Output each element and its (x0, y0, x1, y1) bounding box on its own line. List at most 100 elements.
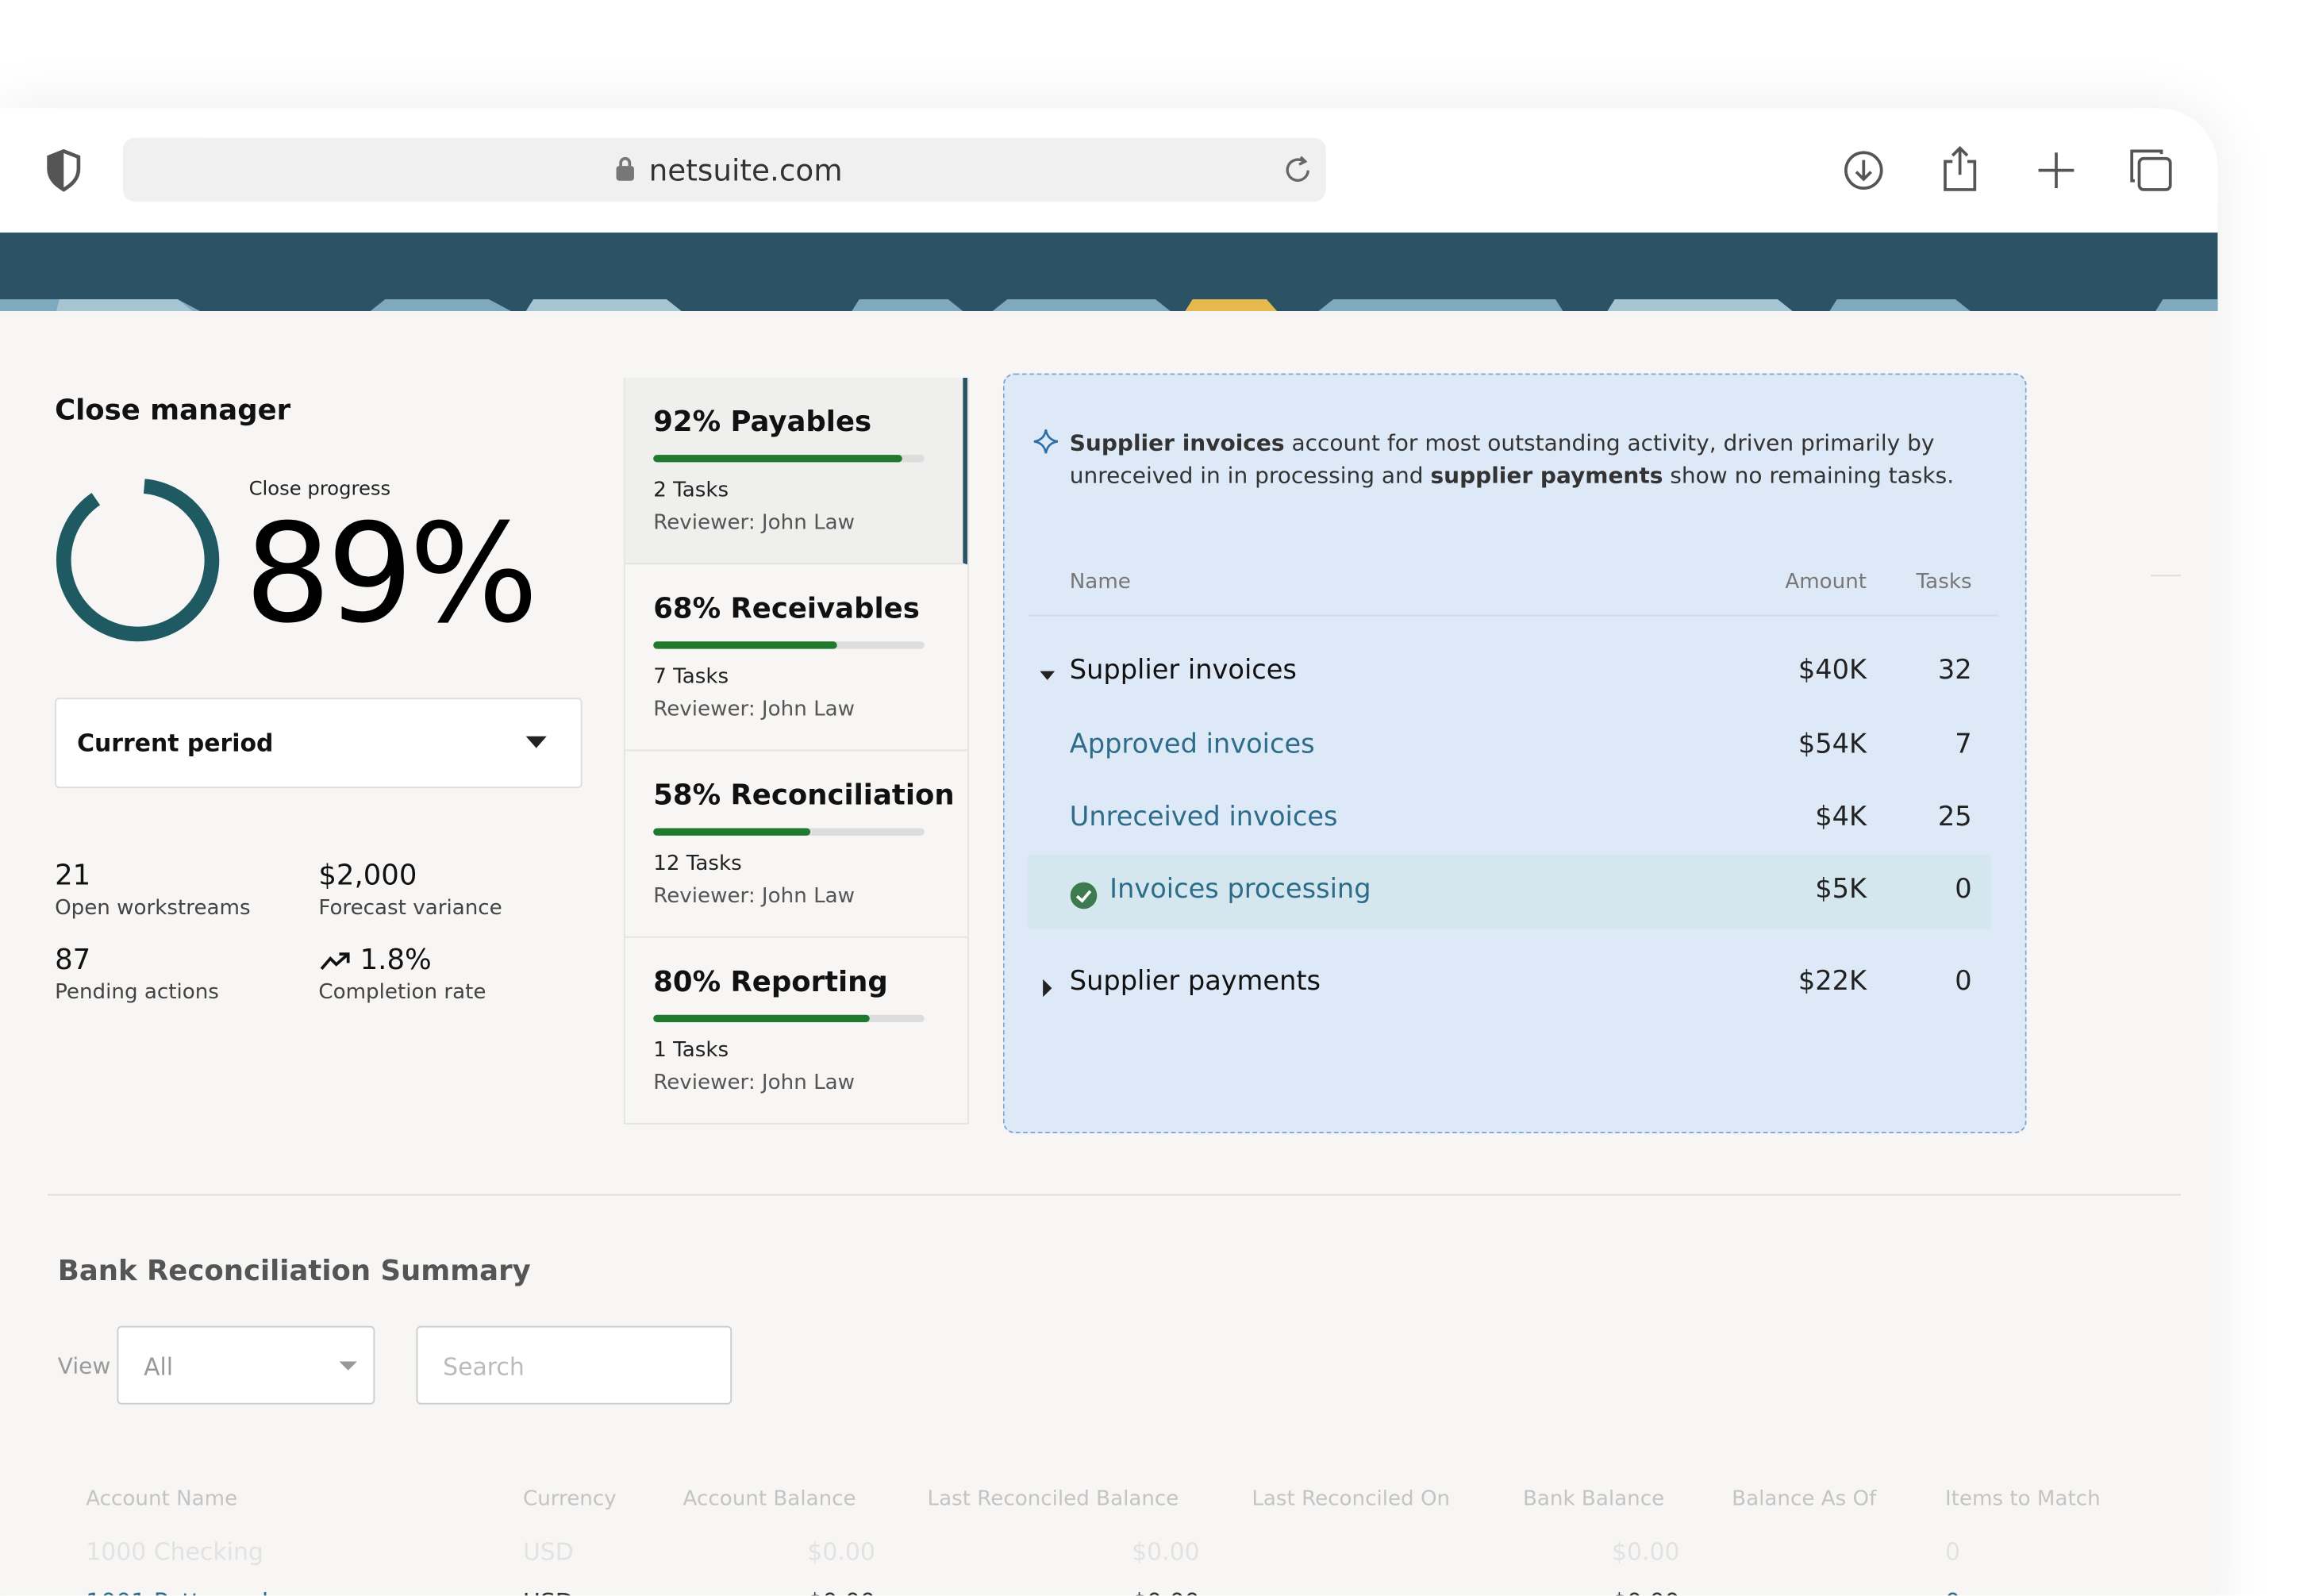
progress-fill (653, 641, 838, 649)
new-tab-icon[interactable] (2034, 148, 2078, 193)
stat-label: Forecast variance (318, 896, 502, 921)
view-select[interactable]: All (117, 1325, 375, 1405)
column-header: Bank Balance (1522, 1487, 1665, 1512)
cell: 1000 Checking (86, 1537, 263, 1567)
insight-panel: Supplier invoices account for most outst… (1002, 373, 2027, 1134)
column-header: Account Name (86, 1487, 238, 1512)
cell: $0.00 (1611, 1537, 1680, 1567)
insight-emphasis: Supplier invoices (1069, 429, 1285, 456)
cell: $0.00 (807, 1588, 875, 1595)
view-label: View (57, 1352, 111, 1379)
header-rule (1028, 614, 1999, 617)
divider (47, 1194, 2181, 1196)
progress-track (653, 828, 925, 836)
insight-emphasis: supplier payments (1430, 462, 1663, 490)
lock-icon (616, 156, 634, 181)
done-icon (1070, 882, 1098, 910)
column-header: Items to Match (1944, 1487, 2101, 1512)
cell: $0.00 (1132, 1537, 1200, 1567)
column-header: Balance As Of (1732, 1487, 1877, 1512)
task-card[interactable]: 92% Payables 2 Tasks Reviewer: John Law (625, 378, 967, 565)
progress-track (653, 641, 925, 649)
download-icon[interactable] (1841, 148, 1886, 193)
task-reviewer: Reviewer: John Law (653, 884, 856, 909)
column-header: Tasks (1916, 570, 1972, 594)
task-card[interactable]: 68% Receivables 7 Tasks Reviewer: John Law (625, 564, 967, 752)
row-link[interactable]: Invoices processing (1109, 874, 1371, 906)
period-text: Current period (77, 729, 274, 757)
expand-toggle[interactable] (1037, 978, 1058, 998)
shield-icon (47, 148, 81, 192)
task-title: 80% Reporting (653, 966, 888, 999)
reload-icon[interactable] (1283, 154, 1316, 187)
period-select[interactable]: Current period (55, 698, 583, 789)
task-count: 0 (1955, 966, 1972, 998)
stat-label: Pending actions (55, 980, 219, 1005)
banner-pattern (0, 299, 2218, 312)
url-text: netsuite.com (648, 152, 843, 189)
section-title: Close manager (55, 394, 291, 427)
task-count: 1 Tasks (653, 1038, 729, 1063)
column-header: Last Reconciled On (1252, 1487, 1451, 1512)
sparkle-icon (1033, 429, 1059, 454)
task-count: 12 Tasks (653, 852, 742, 876)
cell: USD (523, 1588, 574, 1595)
search-input[interactable]: Search (416, 1325, 733, 1405)
column-header: Last Reconciled Balance (927, 1487, 1179, 1512)
amount: $22K (1798, 966, 1867, 998)
task-reviewer: Reviewer: John Law (653, 511, 856, 535)
task-title: 92% Payables (653, 406, 872, 439)
cell: 1001 Petty cash (86, 1588, 277, 1595)
stat-label: Completion rate (318, 980, 486, 1005)
cell: $0.00 (807, 1537, 875, 1567)
cell: 0 (1945, 1588, 1960, 1595)
toolbar: netsuite.com (0, 108, 2218, 233)
amount: $4K (1815, 801, 1867, 833)
section-title: Bank Reconciliation Summary (57, 1255, 531, 1288)
task-card[interactable]: 80% Reporting 1 Tasks Reviewer: John Law (625, 938, 967, 1125)
task-count: 7 (1955, 729, 1972, 760)
task-list: 92% Payables 2 Tasks Reviewer: John Law 68%… (623, 378, 969, 1125)
group-name: Supplier invoices (1069, 655, 1297, 686)
collapse-toggle[interactable] (1037, 667, 1058, 687)
search-placeholder: Search (443, 1352, 525, 1381)
task-card[interactable]: 58% Reconciliation 12 Tasks Reviewer: John… (625, 751, 967, 938)
stat-value: $2,000 (318, 859, 417, 892)
stat-value: 21 (55, 859, 91, 892)
row-link[interactable]: Approved invoices (1069, 729, 1315, 760)
group-name: Supplier payments (1069, 966, 1321, 998)
share-icon[interactable] (1938, 144, 1982, 194)
task-title: 58% Reconciliation (653, 779, 955, 812)
caret (339, 1361, 357, 1371)
amount: $5K (1815, 874, 1867, 906)
cell: 0 (1944, 1537, 1960, 1567)
cell: $0.00 (1612, 1588, 1680, 1595)
amount: $40K (1798, 655, 1867, 686)
task-count: 32 (1937, 655, 1972, 686)
column-header: Name (1069, 570, 1131, 594)
progress-value: 89% (244, 494, 539, 654)
task-count: 0 (1955, 874, 1972, 906)
progress-track (653, 1014, 925, 1023)
task-count: 2 Tasks (653, 478, 729, 502)
task-count: 7 Tasks (653, 665, 729, 690)
column-header: Currency (522, 1487, 617, 1512)
tabs-icon[interactable] (2128, 147, 2175, 194)
row-link[interactable]: Unreceived invoices (1069, 801, 1338, 833)
progress-caption: Close progress (248, 478, 391, 501)
progress-fill (653, 828, 811, 836)
task-reviewer: Reviewer: John Law (653, 1071, 856, 1095)
task-reviewer: Reviewer: John Law (653, 698, 856, 722)
amount: $54K (1798, 729, 1867, 760)
banner (0, 233, 2218, 312)
progress-fill (653, 1014, 871, 1023)
column-header: Amount (1785, 570, 1867, 594)
address-bar[interactable]: netsuite.com (122, 137, 1326, 202)
insight-phrase: show no remaining tasks. (1663, 462, 1955, 490)
stat-value: 1.8% (360, 944, 432, 977)
view-value: All (144, 1352, 174, 1381)
progress-arc (56, 478, 220, 642)
row-highlight (1028, 855, 1991, 929)
